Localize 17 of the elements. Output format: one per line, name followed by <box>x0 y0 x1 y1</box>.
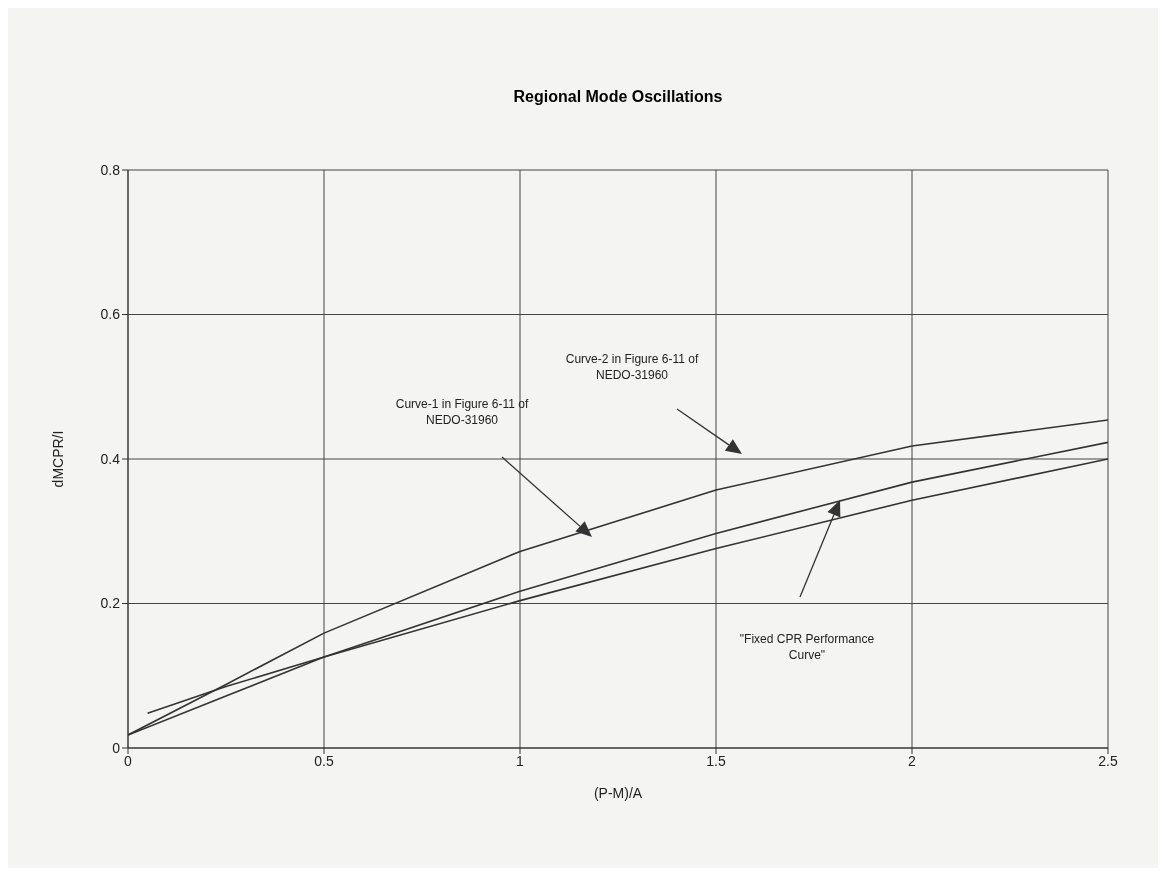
y-tick-label: 0.6 <box>100 306 121 323</box>
y-tick-label: 0.2 <box>100 595 121 612</box>
annotation: "Fixed CPR Performance Curve" <box>738 631 876 663</box>
x-tick-label: 1.5 <box>706 752 726 769</box>
y-axis-title: dMCPR/I <box>49 430 66 488</box>
x-tick-label: 1 <box>516 752 525 769</box>
x-tick-label: 2.5 <box>1098 752 1118 769</box>
annotation: Curve-1 in Figure 6-11 of NEDO-31960 <box>394 396 530 428</box>
x-tick-label: 0.5 <box>314 752 334 769</box>
y-tick-label: 0.8 <box>100 161 121 178</box>
x-tick-label: 0 <box>124 752 133 769</box>
annotation: Curve-2 in Figure 6-11 of NEDO-31960 <box>564 351 700 383</box>
x-tick-label: 2 <box>908 752 917 769</box>
y-tick-label: 0 <box>112 739 121 756</box>
chart-title: Regional Mode Oscillations <box>512 88 724 106</box>
x-axis-title: (P-M)/A <box>593 784 643 801</box>
y-tick-label: 0.4 <box>100 450 121 467</box>
